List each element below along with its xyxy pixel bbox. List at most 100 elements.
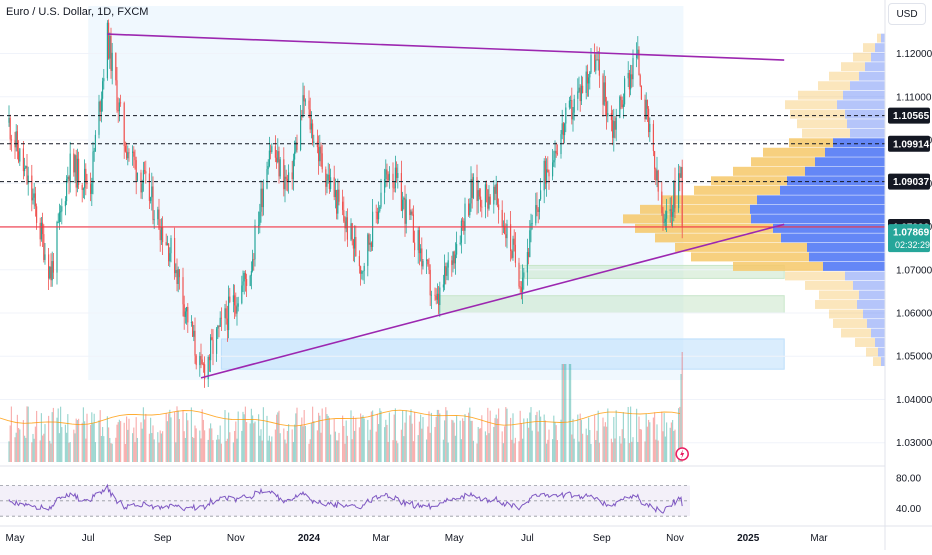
volume-bar bbox=[571, 434, 573, 462]
volume-bar bbox=[102, 427, 104, 462]
volume-bar bbox=[133, 427, 135, 462]
volume-bar bbox=[673, 431, 675, 462]
candle-body bbox=[502, 225, 504, 227]
volume-bar bbox=[304, 425, 306, 462]
candle-body bbox=[58, 212, 60, 223]
rsi-line bbox=[8, 483, 683, 514]
candle-body bbox=[680, 167, 682, 178]
value-area-row bbox=[809, 252, 885, 262]
volume-bar bbox=[379, 408, 381, 462]
volume-bar bbox=[640, 429, 642, 462]
candle-body bbox=[85, 168, 87, 183]
volume-bar bbox=[43, 433, 45, 462]
candle-body bbox=[22, 148, 24, 172]
volume-bar bbox=[159, 430, 161, 462]
volume-bar bbox=[438, 409, 440, 462]
lower-trendline bbox=[200, 223, 785, 379]
volume-bar bbox=[460, 439, 462, 462]
volume-bar bbox=[498, 408, 500, 462]
candle-body bbox=[620, 96, 622, 101]
volume-bar bbox=[489, 410, 491, 462]
volume-bar bbox=[387, 441, 389, 462]
candle-body bbox=[40, 222, 42, 240]
volume-bar bbox=[310, 422, 312, 462]
candle-body bbox=[405, 199, 407, 224]
volume-bar bbox=[496, 418, 498, 462]
volume-bar bbox=[194, 425, 196, 462]
volume-bar bbox=[319, 415, 321, 462]
price-axis: 1.120001.110001.100001.090001.080001.070… bbox=[888, 49, 932, 449]
candle-body bbox=[577, 91, 579, 99]
volume-bar bbox=[176, 406, 178, 462]
candle-body bbox=[224, 308, 226, 318]
volume-bar bbox=[646, 426, 648, 462]
candle-body bbox=[638, 49, 640, 76]
volume-bar bbox=[91, 412, 93, 462]
volume-bar bbox=[397, 443, 399, 462]
candle-body bbox=[548, 172, 550, 177]
candle-body bbox=[228, 296, 230, 331]
volume-bar bbox=[435, 416, 437, 462]
volume-bar bbox=[459, 420, 461, 462]
value-area-row bbox=[635, 223, 773, 233]
candle-body bbox=[9, 117, 11, 140]
volume-bar bbox=[309, 439, 311, 462]
time-tick-label: May bbox=[6, 533, 25, 544]
candle-body bbox=[343, 210, 345, 222]
candle-body bbox=[116, 80, 118, 111]
candle-body bbox=[613, 121, 615, 138]
candle-body bbox=[588, 77, 590, 84]
candle-body bbox=[226, 318, 228, 331]
value-area-row bbox=[711, 176, 787, 186]
volume-bar bbox=[267, 440, 269, 462]
candle-body bbox=[662, 212, 664, 223]
volume-bar bbox=[15, 432, 17, 462]
volume-bar bbox=[301, 417, 303, 462]
volume-bar bbox=[190, 407, 192, 462]
candle-body bbox=[142, 170, 144, 184]
value-area-row bbox=[805, 166, 885, 176]
value-area-row bbox=[733, 166, 805, 176]
volume-bar bbox=[19, 429, 21, 462]
candle-body bbox=[345, 217, 347, 229]
volume-bar bbox=[250, 408, 252, 462]
candle-body bbox=[308, 100, 310, 110]
candle-body bbox=[637, 49, 639, 55]
volume-bar bbox=[620, 443, 622, 462]
volume-bar bbox=[362, 415, 364, 462]
time-tick-label: Jul bbox=[82, 533, 95, 544]
volume-profile-row bbox=[798, 90, 843, 100]
time-tick-label: Nov bbox=[666, 533, 684, 544]
volume-bar bbox=[612, 442, 614, 462]
candle-body bbox=[153, 219, 155, 221]
chart-title[interactable]: Euro / U.S. Dollar, 1D, FXCM bbox=[6, 6, 149, 18]
volume-bar bbox=[244, 406, 246, 462]
candle-body bbox=[454, 254, 456, 264]
candle-body bbox=[672, 212, 674, 217]
candle-body bbox=[243, 272, 245, 282]
candle-body bbox=[590, 54, 592, 73]
candle-body bbox=[411, 211, 413, 215]
value-area-row bbox=[757, 195, 885, 205]
candle-body bbox=[393, 187, 395, 189]
volume-bar bbox=[279, 433, 281, 462]
candle-body bbox=[217, 325, 219, 329]
candle-body bbox=[56, 222, 58, 273]
volume-bar bbox=[73, 429, 75, 462]
volume-bar bbox=[117, 422, 119, 462]
volume-bar bbox=[160, 433, 162, 462]
currency-button[interactable]: USD bbox=[888, 3, 926, 25]
candle-body bbox=[445, 266, 447, 276]
volume-bar bbox=[369, 429, 371, 462]
volume-bar bbox=[654, 412, 656, 462]
candle-body bbox=[472, 177, 474, 198]
volume-profile-row bbox=[853, 280, 885, 290]
volume-bar bbox=[177, 410, 179, 462]
volume-bar bbox=[678, 408, 680, 462]
candle-body bbox=[464, 203, 466, 231]
candle-body bbox=[604, 82, 606, 102]
candle-body bbox=[646, 99, 648, 109]
time-tick-label: Sep bbox=[154, 533, 172, 544]
candle-body bbox=[103, 78, 105, 82]
